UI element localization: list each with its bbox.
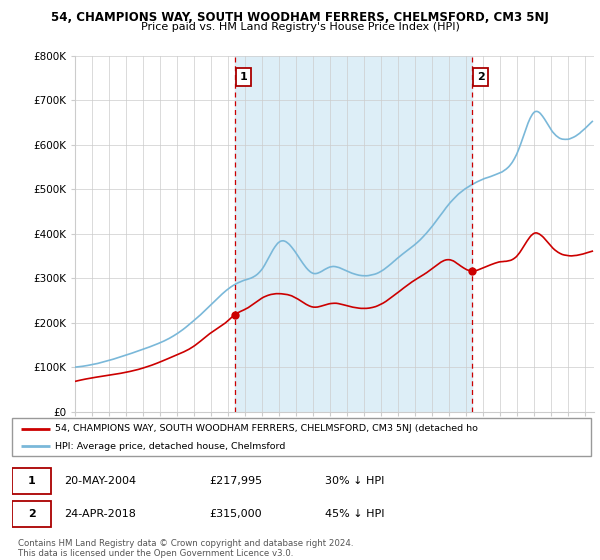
Text: 2: 2 (28, 509, 35, 519)
FancyBboxPatch shape (12, 468, 52, 493)
Text: Price paid vs. HM Land Registry's House Price Index (HPI): Price paid vs. HM Land Registry's House … (140, 22, 460, 32)
Text: 54, CHAMPIONS WAY, SOUTH WOODHAM FERRERS, CHELMSFORD, CM3 5NJ: 54, CHAMPIONS WAY, SOUTH WOODHAM FERRERS… (51, 11, 549, 24)
Bar (235, 56, 472, 412)
Text: 1: 1 (28, 476, 35, 486)
Text: HPI: Average price, detached house, Chelmsford: HPI: Average price, detached house, Chel… (55, 442, 286, 451)
Text: 54, CHAMPIONS WAY, SOUTH WOODHAM FERRERS, CHELMSFORD, CM3 5NJ (detached ho: 54, CHAMPIONS WAY, SOUTH WOODHAM FERRERS… (55, 424, 478, 433)
FancyBboxPatch shape (12, 418, 591, 456)
Text: 2: 2 (477, 72, 485, 82)
Text: 20-MAY-2004: 20-MAY-2004 (64, 476, 136, 486)
Text: £315,000: £315,000 (209, 509, 262, 519)
Text: 1: 1 (240, 72, 247, 82)
Text: 45% ↓ HPI: 45% ↓ HPI (325, 509, 384, 519)
Text: 30% ↓ HPI: 30% ↓ HPI (325, 476, 384, 486)
Text: Contains HM Land Registry data © Crown copyright and database right 2024.
This d: Contains HM Land Registry data © Crown c… (18, 539, 353, 558)
Text: 24-APR-2018: 24-APR-2018 (64, 509, 136, 519)
FancyBboxPatch shape (12, 501, 52, 527)
Text: £217,995: £217,995 (209, 476, 262, 486)
